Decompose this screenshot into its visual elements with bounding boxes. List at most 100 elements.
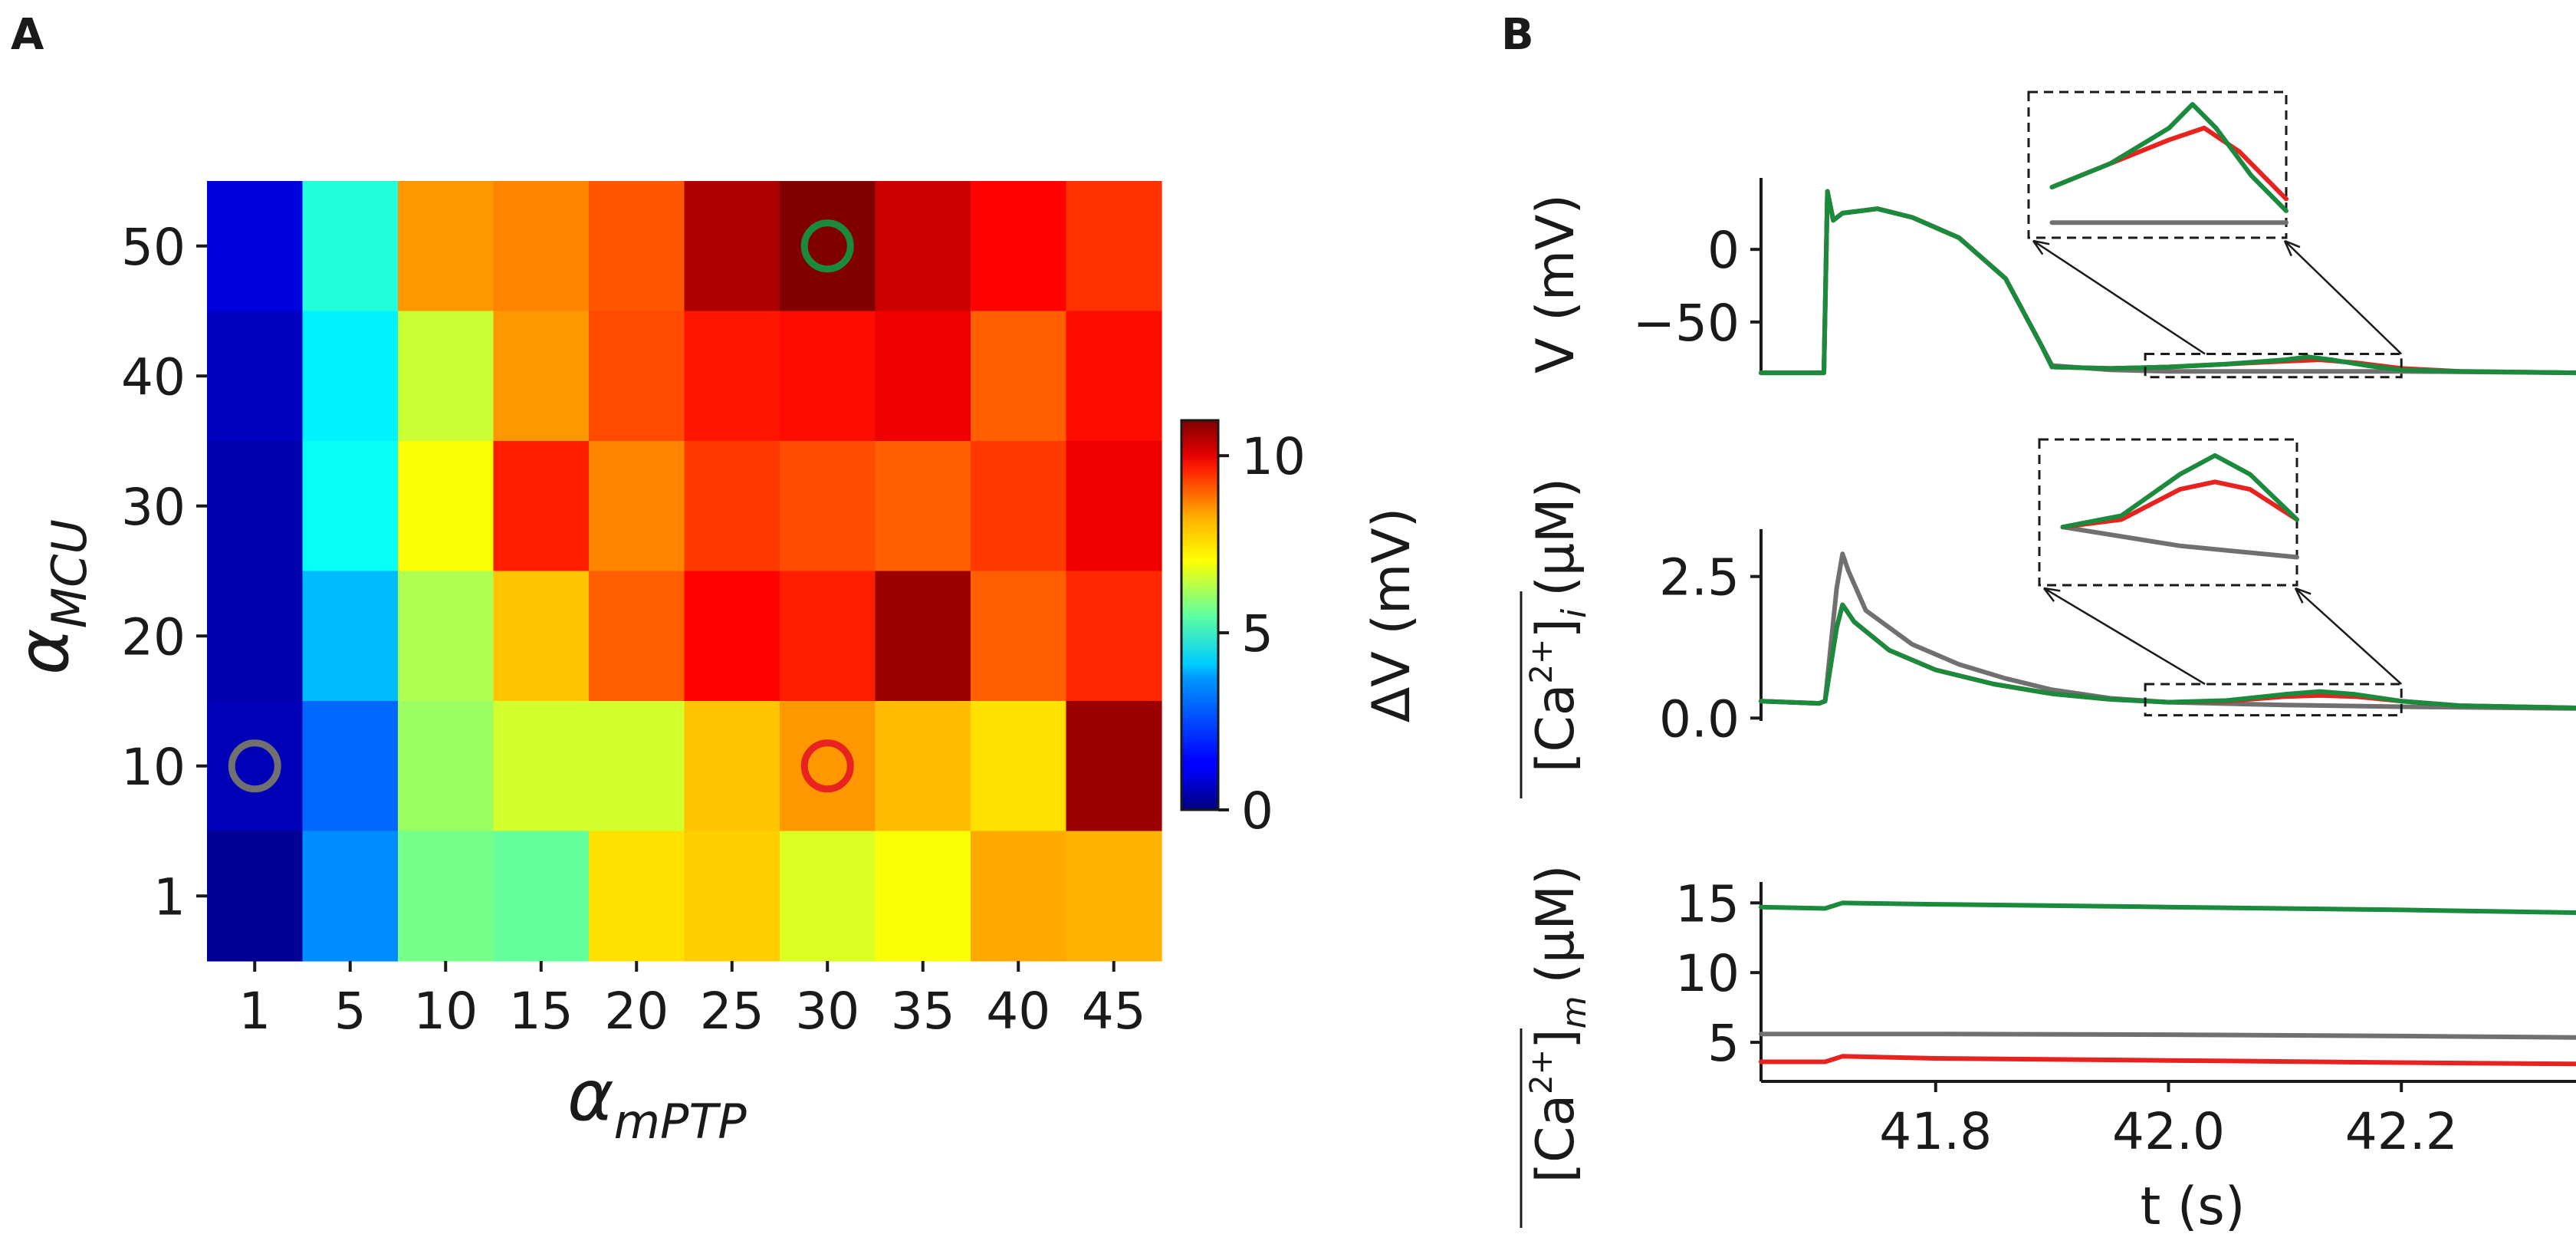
x-tick-label: 41.8: [1879, 1102, 1992, 1161]
zoom-arrow: [2284, 240, 2403, 355]
colorbar: [1180, 419, 1220, 811]
heatmap-cell-40-15: [493, 311, 590, 442]
heatmap-cell-40-10: [398, 311, 495, 442]
ca-i-label-unit: (μM): [1526, 478, 1586, 597]
y-tick-label: 2.5: [1659, 548, 1740, 607]
zoom-region-box: [2144, 352, 2403, 379]
heatmap-x-tick-label: 1: [238, 982, 271, 1041]
inset-line-green: [2060, 452, 2299, 530]
ca-m-label-main: [Ca: [1526, 1094, 1586, 1183]
series-line-green: [1759, 602, 2576, 710]
heatmap-marker-circle: [228, 739, 281, 793]
zoom-arrow: [2032, 239, 2206, 355]
heatmap-cell-30-5: [302, 441, 399, 572]
heatmap-cell-20-45: [1066, 571, 1162, 702]
heatmap-y-label-sub: MCU: [41, 519, 97, 628]
heatmap-cell-20-40: [971, 571, 1067, 702]
svg-text:[Ca2+]m(μM): [Ca2+]m (μM): [1524, 864, 1594, 1183]
heatmap-cell-20-1: [207, 571, 304, 702]
series-line-gray: [1759, 551, 2576, 711]
y-tick-label: 15: [1675, 874, 1740, 933]
heatmap-cell-1-15: [493, 831, 590, 962]
cytosolic-calcium-plot: 2.5 0.0: [1659, 438, 2576, 749]
voltage-plot: 0−50: [1633, 90, 2576, 379]
heatmap-cell-30-1: [207, 441, 304, 572]
heatmap-cell-10-5: [302, 701, 399, 832]
heatmap-grid: [207, 181, 1162, 962]
heatmap-x-tick-label: 25: [700, 982, 764, 1041]
series-line-gray: [1759, 1032, 2576, 1040]
heatmap-cell-1-45: [1066, 831, 1162, 962]
zoom-arrow-head: [2043, 587, 2061, 602]
heatmap-y-tick-label: 40: [121, 347, 186, 406]
heatmap-y-tick-label: 1: [153, 867, 186, 926]
heatmap-cell-1-20: [589, 831, 685, 962]
heatmap-x-tick-label: 35: [891, 982, 955, 1041]
heatmap-cell-20-20: [589, 571, 685, 702]
heatmap-cell-30-45: [1066, 441, 1162, 572]
zoom-arrow: [2043, 587, 2206, 686]
heatmap-y-tick-label: 10: [121, 738, 186, 797]
inset-line-gray: [2060, 525, 2299, 560]
heatmap-x-tick-label: 30: [795, 982, 859, 1041]
heatmap-cell-20-25: [684, 571, 780, 702]
heatmap-cell-50-15: [493, 181, 590, 312]
ca-m-label-sub: m: [1555, 995, 1594, 1028]
heatmap-x-tick-label: 5: [334, 982, 366, 1041]
heatmap-cell-40-35: [875, 311, 971, 442]
heatmap-cell-30-15: [493, 441, 590, 572]
zoom-arrow: [2295, 587, 2403, 685]
series-line-red: [1759, 189, 2576, 376]
colorbar-ticks: 0 5 10: [1218, 427, 1306, 841]
ca-m-label-unit: (μM): [1526, 864, 1586, 983]
series-line-gray: [1759, 189, 2576, 376]
heatmap-y-ticks: 50 40 30 20 10 1: [121, 218, 207, 926]
inset-box: [2027, 90, 2288, 239]
heatmap-cell-40-5: [302, 311, 399, 442]
heatmap-cell-20-15: [493, 571, 590, 702]
series-line-green: [1759, 189, 2576, 376]
heatmap-x-tick-label: 40: [986, 982, 1050, 1041]
heatmap-cell-30-40: [971, 441, 1067, 572]
heatmap-cell-50-10: [398, 181, 495, 312]
inset-line-red: [2060, 479, 2299, 530]
x-tick-label: 42.0: [2112, 1102, 2225, 1161]
series-line-red: [1759, 602, 2576, 710]
mitochondrial-calcium-plot: 41.8 42.0 42.2 15 10 5: [1675, 874, 2576, 1161]
heatmap-x-label: αmPTP: [567, 1055, 747, 1150]
heatmap-cell-20-30: [780, 571, 876, 702]
heatmap-cell-20-5: [302, 571, 399, 702]
heatmap-cell-50-30: [780, 181, 876, 312]
heatmap-x-tick-label: 20: [604, 982, 669, 1041]
heatmap-x-tick-label: 15: [509, 982, 573, 1041]
heatmap-cell-10-35: [875, 701, 971, 832]
cytosolic-calcium-y-label: [Ca2+]i (μM): [1520, 478, 1594, 798]
heatmap-cell-30-20: [589, 441, 685, 572]
ca-i-label-main: [Ca: [1526, 684, 1586, 773]
panel-label-a: A: [11, 10, 44, 60]
colorbar-tick-label: 0: [1241, 782, 1273, 841]
ca-i-label-post: ]: [1526, 618, 1586, 639]
time-x-label: t (s): [2141, 1176, 2246, 1234]
heatmap-cell-20-10: [398, 571, 495, 702]
heatmap-cell-10-25: [684, 701, 780, 832]
heatmap-cell-50-25: [684, 181, 780, 312]
heatmap-cell-1-5: [302, 831, 399, 962]
y-tick-label: 5: [1707, 1014, 1740, 1073]
heatmap-cell-30-35: [875, 441, 971, 572]
heatmap-cell-40-25: [684, 311, 780, 442]
heatmap-cell-1-1: [207, 831, 304, 962]
ca-m-label-post: ]: [1526, 1028, 1586, 1049]
heatmap-cell-40-1: [207, 311, 304, 442]
y-tick-label: 0: [1707, 221, 1740, 280]
zoom-arrow-head: [2283, 239, 2301, 257]
heatmap-cell-30-25: [684, 441, 780, 572]
heatmap-cell-1-10: [398, 831, 495, 962]
heatmap-y-label: αMCU: [2, 519, 97, 675]
ca-i-label-sub: i: [1555, 608, 1594, 618]
heatmap-cell-50-35: [875, 181, 971, 312]
heatmap-y-label-main: α: [2, 628, 84, 675]
colorbar-label: ΔV (mV): [1362, 508, 1422, 722]
mitochondrial-calcium-y-label: [Ca2+]m (μM): [1520, 864, 1594, 1228]
